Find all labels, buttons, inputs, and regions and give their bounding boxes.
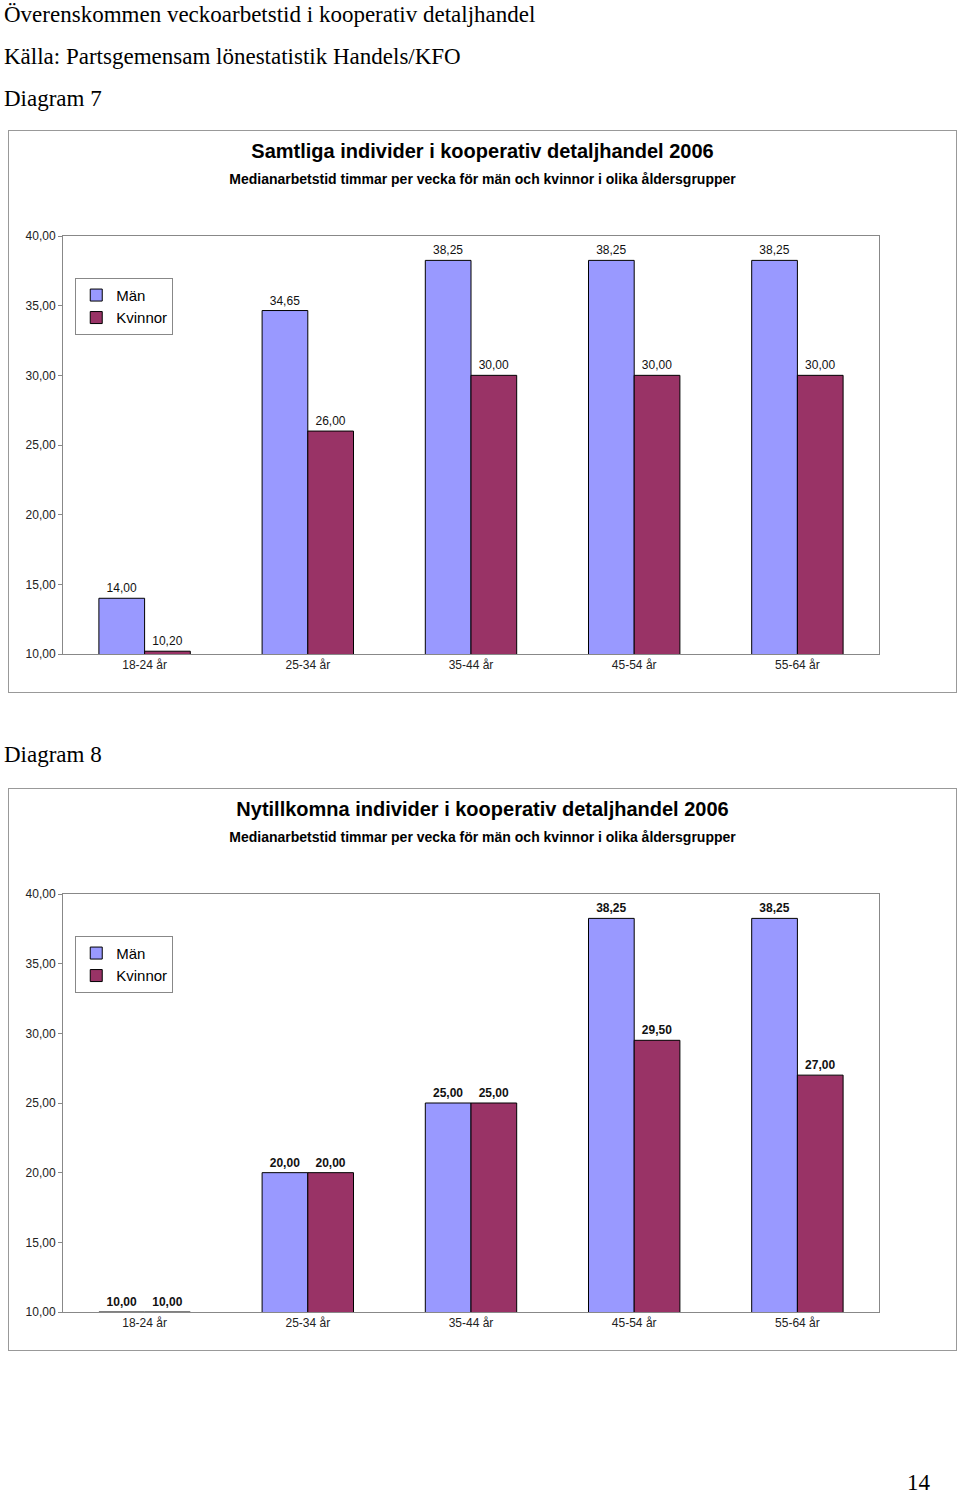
svg-text:35-44 år: 35-44 år — [449, 658, 494, 672]
svg-text:20,00: 20,00 — [315, 1156, 345, 1170]
svg-text:10,00: 10,00 — [152, 1295, 182, 1309]
html-text:Diagram 8: Diagram 8 — [4, 742, 102, 767]
svg-text:29,50: 29,50 — [642, 1023, 672, 1037]
svg-text:20,00: 20,00 — [270, 1156, 300, 1170]
svg-text:25,00: 25,00 — [479, 1086, 509, 1100]
svg-text:25-34 år: 25-34 år — [285, 658, 330, 672]
svg-text:35-44 år: 35-44 år — [449, 1316, 494, 1330]
svg-text:Kvinnor: Kvinnor — [116, 309, 167, 326]
svg-text:25,00: 25,00 — [26, 1096, 56, 1110]
svg-text:35,00: 35,00 — [26, 957, 56, 971]
svg-text:14,00: 14,00 — [107, 581, 137, 595]
svg-text:15,00: 15,00 — [26, 1236, 56, 1250]
svg-text:10,00: 10,00 — [26, 647, 56, 661]
svg-text:20,00: 20,00 — [26, 508, 56, 522]
svg-text:25,00: 25,00 — [26, 438, 56, 452]
svg-text:38,25: 38,25 — [596, 901, 626, 915]
svg-text:30,00: 30,00 — [26, 1027, 56, 1041]
svg-text:30,00: 30,00 — [642, 358, 672, 372]
svg-text:30,00: 30,00 — [26, 369, 56, 383]
svg-text:34,65: 34,65 — [270, 294, 300, 308]
svg-text:18-24 år: 18-24 år — [122, 658, 167, 672]
svg-text:38,25: 38,25 — [759, 243, 789, 257]
svg-text:10,00: 10,00 — [107, 1295, 137, 1309]
svg-text:35,00: 35,00 — [26, 299, 56, 313]
svg-text:30,00: 30,00 — [479, 358, 509, 372]
svg-text:Nytillkomna individer i kooper: Nytillkomna individer i kooperativ detal… — [229, 798, 736, 845]
svg-text:27,00: 27,00 — [805, 1058, 835, 1072]
svg-text:40,00: 40,00 — [26, 229, 56, 243]
svg-text:25,00: 25,00 — [433, 1086, 463, 1100]
svg-text:38,25: 38,25 — [596, 243, 626, 257]
svg-text:18-24 år: 18-24 år — [122, 1316, 167, 1330]
svg-text:10,20: 10,20 — [152, 634, 182, 648]
svg-text:Kvinnor: Kvinnor — [116, 967, 167, 984]
html-text:14: 14 — [907, 1470, 930, 1495]
svg-text:Män: Män — [116, 287, 145, 304]
svg-text:40,00: 40,00 — [26, 887, 56, 901]
svg-text:55-64 år: 55-64 år — [775, 658, 820, 672]
svg-text:55-64 år: 55-64 år — [775, 1316, 820, 1330]
svg-text:38,25: 38,25 — [433, 243, 463, 257]
svg-text:45-54 år: 45-54 år — [612, 1316, 657, 1330]
svg-text:38,25: 38,25 — [759, 901, 789, 915]
svg-text:26,00: 26,00 — [315, 414, 345, 428]
svg-text:45-54 år: 45-54 år — [612, 658, 657, 672]
svg-text:20,00: 20,00 — [26, 1166, 56, 1180]
svg-text:10,00: 10,00 — [26, 1305, 56, 1319]
svg-text:Samtliga individer i kooperati: Samtliga individer i kooperativ detaljha… — [229, 140, 736, 187]
html-text:Överenskommen veckoarbetstid i: Överenskommen veckoarbetstid i kooperati… — [4, 2, 536, 27]
svg-text:15,00: 15,00 — [26, 578, 56, 592]
svg-text:30,00: 30,00 — [805, 358, 835, 372]
svg-text:25-34 år: 25-34 år — [285, 1316, 330, 1330]
html-text:Diagram 7: Diagram 7 — [4, 86, 102, 111]
html-text:Källa: Partsgemensam lönestati: Källa: Partsgemensam lönestatistik Hande… — [4, 44, 461, 69]
svg-text:Män: Män — [116, 945, 145, 962]
